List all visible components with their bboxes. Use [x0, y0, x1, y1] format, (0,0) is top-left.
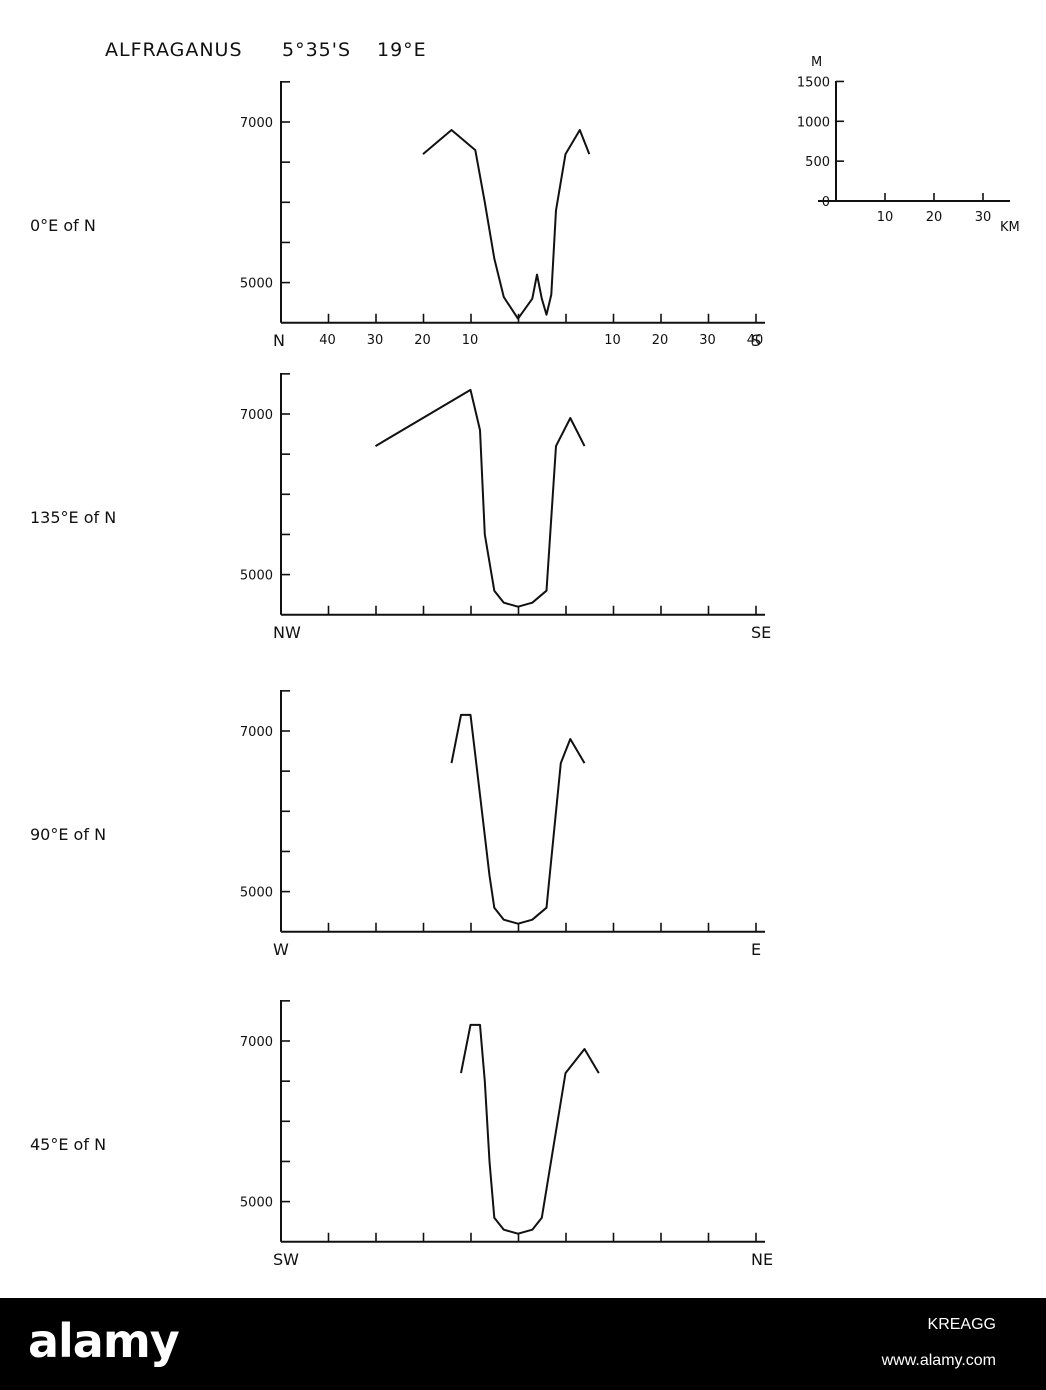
scale-horizontal-tick-label: 10 — [877, 210, 894, 225]
x-tick-label: 10 — [462, 333, 479, 348]
direction-label: 45°E of N — [30, 1135, 106, 1154]
right-end-label: E — [751, 940, 761, 959]
alamy-logo: alamy — [28, 1314, 180, 1368]
y-tick-label: 7000 — [240, 408, 273, 423]
profile-panel: 7000 5000 40 30 20 10 10 20 30 40 N S 0°E of N — [30, 81, 765, 350]
left-end-label: NW — [273, 623, 301, 642]
profile-line — [422, 129, 591, 320]
image-id-label: KREAGG — [927, 1316, 996, 1333]
scale-vertical-tick-label: 0 — [822, 195, 830, 210]
left-end-label: N — [273, 331, 285, 350]
x-tick-label: 40 — [747, 333, 764, 348]
left-end-label: W — [273, 940, 289, 959]
scale-vertical-tick-label: 1000 — [797, 115, 830, 130]
y-tick-label: 7000 — [240, 1035, 273, 1050]
scale-horizontal-unit: KM — [1000, 220, 1020, 235]
profile-line — [374, 388, 586, 608]
right-end-label: S — [751, 331, 761, 350]
x-tick-label: 30 — [699, 333, 716, 348]
site-url-label: www.alamy.com — [881, 1352, 996, 1369]
profile-line — [450, 713, 586, 925]
profile-panel: 7000 5000 NW SE 135°E of N — [30, 373, 771, 642]
x-tick-label: 20 — [414, 333, 431, 348]
direction-label: 135°E of N — [30, 508, 116, 527]
y-tick-label: 7000 — [240, 725, 273, 740]
scale-horizontal-tick-label: 30 — [975, 210, 992, 225]
scale-vertical-tick-label: 500 — [805, 155, 830, 170]
scale-bar: M 1500 1000 500 0 10 20 30 KM — [797, 55, 1020, 235]
left-end-label: SW — [273, 1250, 299, 1269]
profile-panel: 7000 5000 SW NE 45°E of N — [30, 1000, 773, 1269]
profile-panels: 7000 5000 40 30 20 10 10 20 30 40 N S 0°E of N 7000 50… — [30, 81, 773, 1269]
scale-horizontal-tick-label: 20 — [926, 210, 943, 225]
latitude-label: 5°35'S — [282, 39, 351, 61]
y-tick-label: 5000 — [240, 569, 273, 584]
y-tick-label: 5000 — [240, 886, 273, 901]
x-tick-label: 20 — [652, 333, 669, 348]
scale-vertical-tick-label: 1500 — [797, 75, 830, 90]
right-end-label: NE — [751, 1250, 773, 1269]
profile-panel: 7000 5000 W E 90°E of N — [30, 690, 765, 959]
y-tick-label: 5000 — [240, 277, 273, 292]
direction-label: 90°E of N — [30, 825, 106, 844]
direction-label: 0°E of N — [30, 216, 96, 235]
x-tick-label: 10 — [604, 333, 621, 348]
y-tick-label: 5000 — [240, 1196, 273, 1211]
profile-line — [460, 1023, 600, 1235]
crater-name: ALFRAGANUS — [105, 39, 243, 61]
x-tick-label: 30 — [367, 333, 384, 348]
x-tick-label: 40 — [319, 333, 336, 348]
right-end-label: SE — [751, 623, 771, 642]
watermark-bar: alamy KREAGG www.alamy.com — [0, 1298, 1046, 1390]
scale-vertical-unit: M — [811, 55, 822, 70]
figure-title: ALFRAGANUS 5°35'S 19°E — [105, 39, 427, 61]
y-tick-label: 7000 — [240, 116, 273, 131]
longitude-label: 19°E — [377, 39, 427, 61]
